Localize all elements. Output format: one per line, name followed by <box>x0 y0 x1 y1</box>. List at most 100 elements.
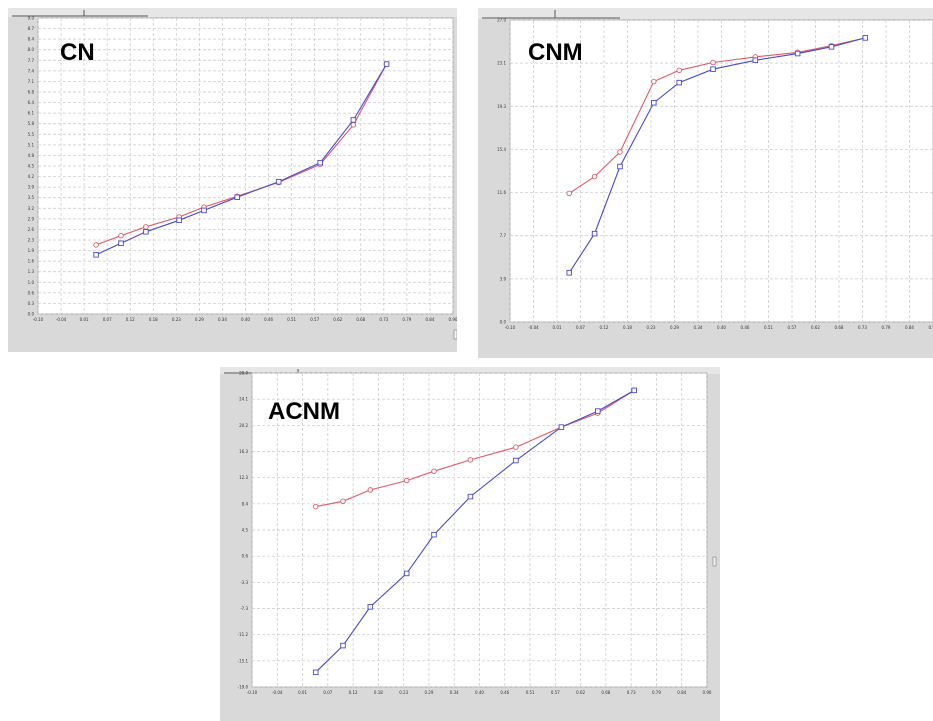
x-tick-label: 0.79 <box>402 317 411 322</box>
x-tick-label: 0.12 <box>600 325 609 330</box>
x-tick-label: 0.18 <box>623 325 632 330</box>
x-tick-label: 0.23 <box>172 317 181 322</box>
data-point <box>631 387 637 394</box>
data-point <box>591 173 598 180</box>
chart-cnm: -0.10 -0.04 0.01 0.07 0.12 0.18 0.23 0.29 0.34 0.… <box>478 8 933 330</box>
y-tick-label: 1.6 <box>28 259 35 264</box>
y-tick-label: 6.1 <box>28 111 35 116</box>
x-tick-label: 0.40 <box>475 690 484 695</box>
data-point <box>513 457 519 464</box>
tab-strip <box>478 8 933 19</box>
x-tick-label: -0.10 <box>33 317 44 322</box>
y-tick-label: 28.0 <box>239 371 248 376</box>
data-point <box>710 59 716 66</box>
x-tick-label: 0.34 <box>450 690 459 695</box>
data-point <box>312 503 319 510</box>
y-tick-label: 1.9 <box>28 248 35 253</box>
data-point <box>367 604 374 610</box>
series-1 <box>312 387 637 676</box>
y-tick-label: 5.8 <box>28 121 35 126</box>
x-tick-label: 0.62 <box>811 325 820 330</box>
y-tick-label: 6.4 <box>28 100 35 105</box>
x-tick-label: 0.12 <box>126 317 135 322</box>
data-point <box>143 224 149 230</box>
data-point <box>566 190 572 197</box>
x-tick-label: 0.84 <box>425 317 434 322</box>
y-tick-label: 0.3 <box>28 301 35 306</box>
y-tick-label: -15.1 <box>238 658 249 663</box>
y-tick-label: 20.2 <box>239 423 248 428</box>
y-tick-label: 2.9 <box>28 216 35 221</box>
series-line <box>315 389 635 508</box>
y-tick-label: 11.6 <box>497 190 506 195</box>
y-tick-label: 1.0 <box>28 280 35 285</box>
y-tick-label: 4.2 <box>28 174 35 179</box>
data-point <box>340 498 346 505</box>
data-point <box>201 207 207 214</box>
y-tick-label: 4.5 <box>242 528 249 533</box>
y-tick-label: 7.1 <box>28 79 35 84</box>
data-point <box>676 67 682 74</box>
data-point <box>118 240 124 247</box>
y-tick-label: 3.2 <box>28 206 35 211</box>
series-line <box>95 63 388 246</box>
x-tick-label: 0.51 <box>526 690 535 695</box>
y-tick-label: -3.3 <box>240 580 248 585</box>
tab-strip-bg <box>220 367 720 374</box>
data-point <box>617 149 623 155</box>
y-tick-label: 24.1 <box>239 397 248 402</box>
y-tick-label: 4.8 <box>28 153 35 158</box>
data-point <box>431 468 437 474</box>
chart-title: CNM <box>528 39 583 66</box>
data-point <box>350 117 357 123</box>
y-tick-label: 0.6 <box>28 290 35 295</box>
x-tick-label: 0.73 <box>627 690 636 695</box>
chart-title: CN <box>60 39 95 66</box>
y-tick-label: 7.4 <box>28 68 35 73</box>
series-line <box>568 37 866 274</box>
data-point <box>118 232 124 239</box>
tab-strip-bg <box>478 8 933 19</box>
y-grid: -19.0 -15.1 -11.2 -7.3 -3.3 0.6 4.5 8.4 12.3 16.3… <box>238 371 707 690</box>
y-tick-label: -7.3 <box>240 606 248 611</box>
data-point <box>651 100 657 106</box>
chart-panel-cn: -0.10 -0.04 0.01 0.07 0.12 0.18 0.23 0.29 0.34 0.… <box>8 8 457 352</box>
resize-handle[interactable] <box>453 329 457 340</box>
chart-acnm: -0.10 -0.04 0.01 0.07 0.12 0.18 0.23 0.29 0.34 0.… <box>220 367 720 695</box>
y-tick-label: 2.6 <box>28 227 35 232</box>
y-tick-label: 5.1 <box>28 142 35 147</box>
x-tick-label: 0.57 <box>551 690 560 695</box>
data-point <box>752 57 759 64</box>
series-line <box>95 63 388 256</box>
resize-handle[interactable] <box>712 556 717 567</box>
data-point <box>312 669 319 676</box>
x-tick-label: 0.68 <box>601 690 610 695</box>
y-grid: 0.0 0.3 0.6 1.0 1.3 1.6 1.9 2.3 2.6 2.9 3.2 3.5 3.9 4… <box>28 16 453 317</box>
x-tick-label: 0.29 <box>670 325 679 330</box>
x-tick-label: 0.23 <box>647 325 656 330</box>
x-tick-label: 0.01 <box>80 317 89 322</box>
x-tick-label: 0.90 <box>929 325 933 330</box>
data-point <box>558 424 565 430</box>
y-tick-label: 3.9 <box>500 276 507 281</box>
data-point <box>403 477 410 484</box>
data-point <box>566 270 572 276</box>
x-tick-label: 0.01 <box>553 325 562 330</box>
x-tick-label: 0.29 <box>195 317 204 322</box>
y-tick-label: 8.4 <box>28 37 35 42</box>
y-tick-label: 15.4 <box>497 147 506 152</box>
data-point <box>350 122 357 128</box>
x-tick-label: 0.68 <box>356 317 365 322</box>
x-tick-label: 0.40 <box>241 317 250 322</box>
x-tick-label: 0.84 <box>677 690 686 695</box>
series-0 <box>312 387 637 510</box>
data-point <box>828 44 835 50</box>
x-tick-label: 0.51 <box>287 317 296 322</box>
y-tick-label: 8.0 <box>28 47 35 52</box>
data-point <box>710 66 716 72</box>
data-point <box>676 79 682 86</box>
data-point <box>862 35 869 41</box>
y-tick-label: 16.3 <box>239 449 248 454</box>
x-tick-label: 0.18 <box>149 317 158 322</box>
data-point <box>275 179 282 185</box>
